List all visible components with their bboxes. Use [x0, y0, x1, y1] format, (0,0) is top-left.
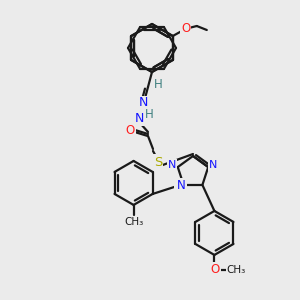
Text: O: O — [125, 124, 135, 136]
Text: CH₃: CH₃ — [124, 217, 143, 227]
Text: H: H — [154, 77, 162, 91]
Text: N: N — [134, 112, 144, 124]
Text: N: N — [209, 160, 218, 170]
Text: N: N — [174, 183, 183, 193]
Text: N: N — [177, 179, 186, 192]
Text: N: N — [168, 160, 176, 170]
Text: O: O — [181, 22, 190, 34]
Text: N: N — [138, 97, 148, 110]
Text: CH₃: CH₃ — [227, 265, 246, 275]
Text: H: H — [145, 107, 153, 121]
Text: S: S — [154, 155, 162, 169]
Text: O: O — [211, 263, 220, 276]
